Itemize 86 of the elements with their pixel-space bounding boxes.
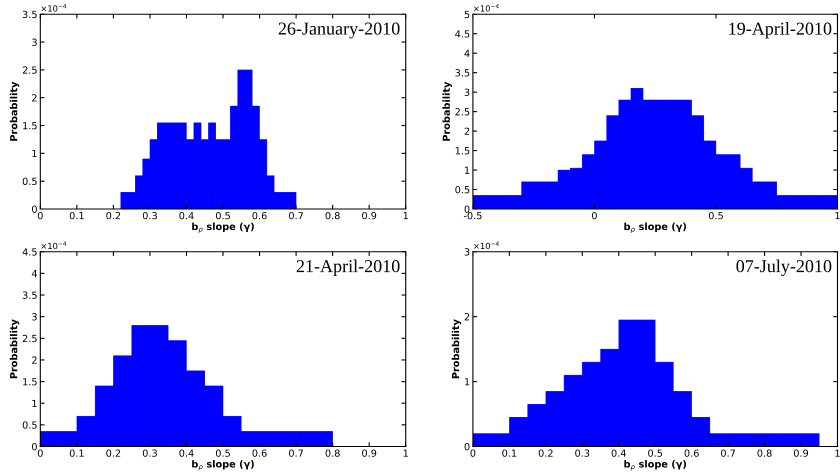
x-tick-label: 0.4 (612, 449, 626, 457)
y-tick-label: 2.5 (22, 334, 37, 342)
y-tick-label: 3 (32, 313, 37, 320)
x-tick-label: 0.8 (326, 212, 340, 220)
y-tick-label: 0.5 (22, 421, 37, 429)
x-tick-label: 0.2 (106, 449, 120, 457)
y-tick-label: 3.5 (22, 292, 37, 299)
x-tick-label: 0.7 (289, 449, 303, 457)
x-tick-label: 1 (404, 450, 408, 457)
y-tick-label: 3 (464, 88, 470, 96)
y-tick-label: 0 (32, 442, 37, 450)
x-tick-label: 0.5 (708, 212, 723, 220)
y-axis-title: Probability (452, 319, 462, 378)
y-axis-title: Probability (10, 319, 20, 378)
x-tick-label: 1 (404, 212, 408, 220)
y-tick-label: 2.5 (455, 108, 470, 116)
x-tick-label: 0.2 (106, 212, 120, 220)
x-axis-title: b$_{ρ}$ slope (γ) (192, 460, 254, 470)
y-tick-label: 3 (32, 38, 37, 46)
x-tick-label: -0.5 (464, 212, 482, 220)
text: ×10$^{−4}$ (41, 4, 66, 12)
y-tick-label: 5 (464, 10, 470, 18)
y-tick-label: 4.5 (22, 248, 37, 256)
y-tick-label: 0.5 (455, 186, 470, 194)
chart-title: 07-July-2010 (736, 260, 832, 276)
chart-title: 19-April-2010 (729, 22, 832, 38)
x-tick-label: 0.3 (575, 449, 590, 457)
x-tick-label: 0.5 (648, 449, 662, 457)
x-tick-label: 0.1 (70, 449, 84, 457)
x-tick-label: 0.4 (179, 449, 194, 457)
y-tick-label: 4 (32, 270, 37, 278)
y-tick-label: 1.5 (456, 147, 470, 154)
x-tick-label: 0.8 (757, 449, 772, 457)
y-tick-label: 1.5 (23, 122, 37, 130)
text: ×10$^{−4}$ (474, 4, 499, 12)
y-tick-label: 1 (32, 400, 37, 407)
y-tick-label: 0 (32, 205, 37, 213)
y-tick-label: 1 (465, 378, 470, 386)
x-tick-label: 0.9 (794, 449, 808, 457)
x-tick-label: 0.6 (684, 449, 699, 457)
y-tick-label: 4.5 (455, 30, 470, 38)
y-tick-label: 3.5 (455, 69, 470, 77)
x-tick-label: 0 (38, 212, 43, 220)
y-tick-label: 1 (32, 150, 37, 158)
x-tick-label: 0.8 (326, 449, 340, 457)
x-tick-label: 0.9 (362, 212, 376, 220)
x-axis-title: b$_{ρ}$ slope (γ) (192, 222, 254, 233)
x-tick-label: 0.9 (362, 449, 376, 457)
y-axis-title: Probability (442, 82, 452, 141)
x-axis-title: b$_{ρ}$ slope (γ) (624, 460, 686, 470)
y-axis-title: Probability (10, 82, 20, 141)
x-tick-label: 0.4 (179, 212, 194, 220)
x-tick-label: 0.5 (216, 449, 230, 457)
y-tick-label: 0 (464, 205, 470, 213)
x-tick-label: 1 (835, 450, 840, 457)
y-tick-label: 2.5 (22, 66, 37, 74)
y-tick-label: 0.5 (22, 178, 37, 186)
x-tick-label: 0.6 (252, 212, 267, 220)
y-tick-label: 2 (32, 356, 37, 364)
x-tick-label: 0 (470, 449, 476, 457)
y-tick-label: 3.5 (22, 10, 37, 18)
x-tick-label: 0.7 (289, 212, 303, 220)
x-tick-label: 1 (835, 212, 840, 220)
y-tick-label: 1.5 (23, 378, 37, 386)
y-tick-label: 3 (464, 248, 470, 256)
x-tick-label: 0.7 (721, 449, 736, 457)
text: ×10$^{−4}$ (41, 242, 66, 250)
x-tick-label: 0.1 (502, 449, 516, 457)
y-tick-label: 4 (464, 50, 470, 57)
x-tick-label: 0.2 (538, 449, 553, 457)
y-tick-label: 2 (32, 94, 37, 102)
x-tick-label: 0 (38, 449, 43, 457)
x-tick-label: 0.1 (70, 212, 84, 220)
text: ×10$^{−4}$ (474, 242, 499, 250)
x-tick-label: 0 (592, 212, 597, 220)
x-axis-title: b$_{ρ}$ slope (γ) (624, 222, 686, 233)
y-tick-label: 0 (464, 442, 470, 450)
x-tick-label: 0.5 (216, 212, 230, 220)
x-tick-label: 0.3 (142, 449, 157, 457)
x-tick-label: 0.3 (142, 212, 157, 220)
y-tick-label: 2 (464, 128, 470, 135)
y-tick-label: 1 (465, 166, 470, 174)
chart-title: 26-January-2010 (278, 22, 400, 38)
y-tick-label: 2 (464, 313, 470, 320)
x-tick-label: 0.6 (252, 449, 267, 457)
chart-title: 21-April-2010 (296, 260, 400, 276)
